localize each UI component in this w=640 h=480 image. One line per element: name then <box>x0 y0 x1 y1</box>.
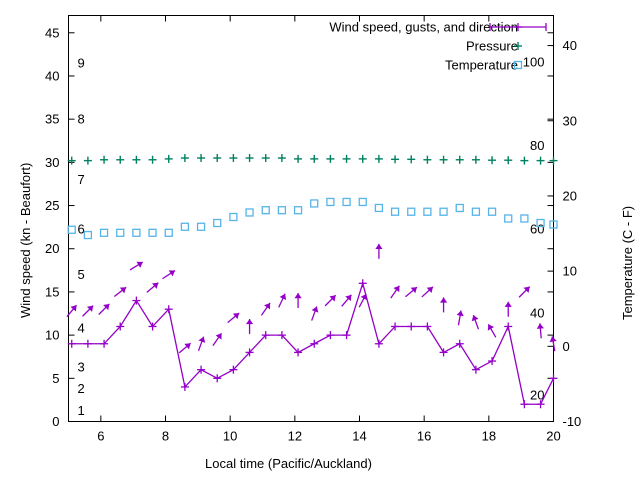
y-tick-label: 5 <box>52 371 59 386</box>
y-tick-label: 30 <box>45 155 59 170</box>
y-tick-label: 15 <box>45 284 59 299</box>
beaufort-label: 9 <box>78 56 85 71</box>
legend-label: Wind speed, gusts, and direction <box>329 20 518 35</box>
series-gusts-direction <box>66 243 557 354</box>
x-tick-label: 12 <box>288 429 302 444</box>
y-tick-label: 40 <box>45 68 59 83</box>
series-wind-speed <box>67 279 558 409</box>
beaufort-label: 1 <box>78 403 85 418</box>
y-tick-label: 0 <box>52 414 59 429</box>
fahrenheit-scale-labels: 20 40 60 80 100 <box>523 55 545 403</box>
x-axis-title: Local time (Pacific/Auckland) <box>205 456 372 471</box>
y2-axis-title: Temperature (C - F) <box>620 205 635 320</box>
x-tick-label: 14 <box>352 429 366 444</box>
y2-axis-ticks: -10 0 10 20 30 40 <box>547 38 582 429</box>
beaufort-label: 4 <box>78 321 85 336</box>
beaufort-label: 6 <box>78 221 85 236</box>
legend-label: Temperature <box>445 58 518 73</box>
x-tick-label: 6 <box>97 429 104 444</box>
y2-tick-label: 10 <box>563 264 577 279</box>
legend-label: Pressure <box>466 39 518 54</box>
fahrenheit-label: 100 <box>523 55 545 70</box>
y-tick-label: 35 <box>45 112 59 127</box>
series-temperature <box>67 197 558 240</box>
beaufort-label: 7 <box>78 172 85 187</box>
y-axis-title: Wind speed (kn - Beaufort) <box>18 162 33 318</box>
y2-tick-label: 40 <box>563 38 577 53</box>
y2-tick-label: 30 <box>563 113 577 128</box>
y2-tick-label: 20 <box>563 188 577 203</box>
fahrenheit-label: 20 <box>530 388 544 403</box>
beaufort-label: 3 <box>78 360 85 375</box>
x-axis-ticks: 6 8 10 12 14 16 18 20 <box>97 15 561 444</box>
beaufort-scale-labels: 1 2 3 4 5 6 7 8 9 <box>78 56 85 418</box>
x-tick-label: 10 <box>223 429 237 444</box>
series-pressure <box>67 154 558 165</box>
x-tick-label: 20 <box>546 429 560 444</box>
y-tick-label: 20 <box>45 241 59 256</box>
fahrenheit-label: 60 <box>530 222 544 237</box>
fahrenheit-label: 80 <box>530 138 544 153</box>
chart-legend: Wind speed, gusts, and direction Pressure… <box>329 20 547 73</box>
y-tick-label: 25 <box>45 198 59 213</box>
plot-frame <box>68 15 554 422</box>
y2-tick-label: 0 <box>563 339 570 354</box>
beaufort-label: 2 <box>78 381 85 396</box>
y-tick-label: 10 <box>45 328 59 343</box>
y-tick-label: 45 <box>45 25 59 40</box>
x-tick-label: 16 <box>417 429 431 444</box>
beaufort-label: 5 <box>78 267 85 282</box>
beaufort-label: 8 <box>78 112 85 127</box>
fahrenheit-label: 40 <box>530 306 544 321</box>
x-tick-label: 18 <box>482 429 496 444</box>
y2-tick-label: -10 <box>563 414 582 429</box>
x-tick-label: 8 <box>162 429 169 444</box>
